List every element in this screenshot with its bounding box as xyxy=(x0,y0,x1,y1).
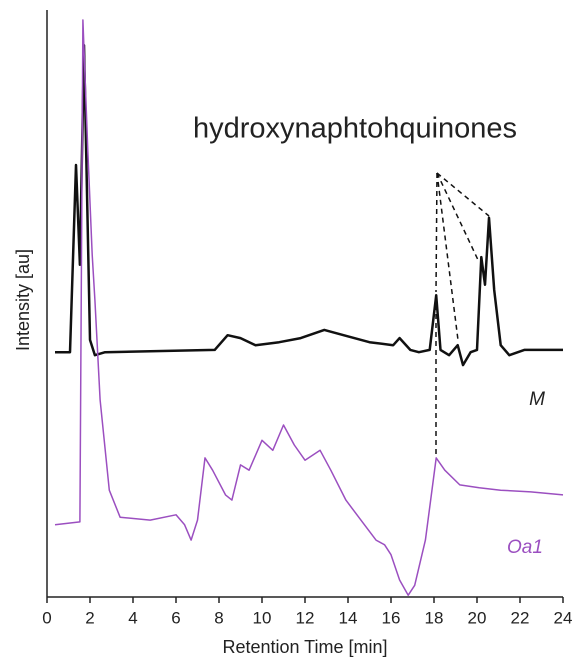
series-line xyxy=(54,19,564,596)
annotation-lines xyxy=(435,172,490,458)
x-tick-label: 12 xyxy=(296,608,315,627)
dashed-line xyxy=(436,172,490,217)
legend-label: Oa1 xyxy=(507,537,543,558)
dashed-line xyxy=(435,172,438,293)
x-tick-label: 2 xyxy=(85,608,94,627)
x-tick-label: 4 xyxy=(128,608,137,627)
dashed-line xyxy=(436,172,480,263)
annotation: hydroxynaphtohquinones xyxy=(193,113,517,145)
x-tick-label: 18 xyxy=(425,608,444,627)
x-tick-label: 8 xyxy=(214,608,223,627)
x-tick-label: 6 xyxy=(171,608,180,627)
x-axis-label: Retention Time [min] xyxy=(222,637,387,657)
x-tick-label: 20 xyxy=(468,608,487,627)
x-tick-label: 0 xyxy=(42,608,51,627)
x-tick-label: 22 xyxy=(511,608,530,627)
legend-label: M xyxy=(529,389,545,410)
x-tick-label: 10 xyxy=(253,608,272,627)
x-tick-label: 16 xyxy=(382,608,401,627)
series-line xyxy=(55,43,563,367)
x-tick-label: 14 xyxy=(339,608,358,627)
dashed-line xyxy=(436,172,459,341)
y-axis-label: Intensity [au] xyxy=(13,249,33,351)
x-tick-label: 24 xyxy=(554,608,573,627)
